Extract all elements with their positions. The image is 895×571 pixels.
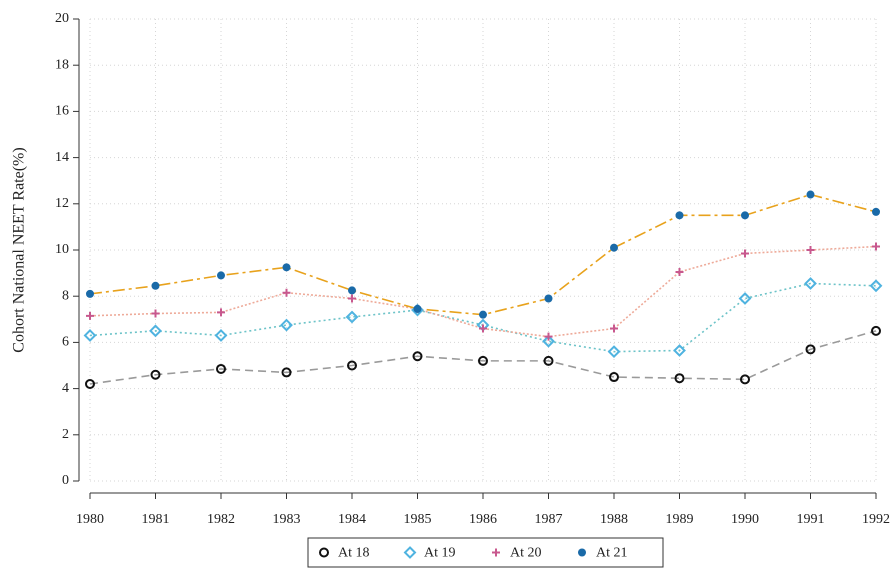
x-tick-label: 1989 <box>666 512 694 527</box>
y-tick-label: 8 <box>62 288 69 303</box>
marker <box>319 547 329 558</box>
marker <box>217 308 225 317</box>
legend-label: At 18 <box>338 546 370 561</box>
y-tick-label: 0 <box>62 473 69 488</box>
marker <box>869 279 883 293</box>
marker <box>741 249 749 258</box>
marker <box>609 372 619 383</box>
marker <box>673 344 686 357</box>
marker <box>872 242 880 251</box>
marker <box>544 294 553 303</box>
marker <box>403 546 417 559</box>
marker <box>280 318 293 332</box>
legend-label: At 19 <box>424 546 456 561</box>
marker <box>413 304 422 313</box>
marker <box>675 267 684 276</box>
marker <box>805 344 816 355</box>
marker <box>151 309 160 318</box>
marker <box>806 246 815 254</box>
marker <box>543 355 554 366</box>
marker <box>738 292 752 305</box>
legend: At 18 At 19 At 20 At 21 <box>307 537 664 568</box>
y-tick-label: 16 <box>55 104 69 119</box>
x-tick-label: 1984 <box>338 512 366 527</box>
marker <box>479 324 487 333</box>
marker <box>149 324 162 338</box>
marker <box>151 281 160 290</box>
marker <box>610 324 618 333</box>
marker <box>345 310 359 324</box>
marker <box>544 332 553 341</box>
y-tick-label: 4 <box>62 381 69 396</box>
marker <box>610 243 618 252</box>
marker <box>281 367 292 378</box>
y-tick-label: 6 <box>62 335 69 350</box>
x-tick-label: 1980 <box>76 512 104 527</box>
y-axis-label: Cohort National NEET Rate(%) <box>11 147 28 352</box>
y-tick-label: 20 <box>55 11 69 26</box>
marker <box>542 334 555 348</box>
marker <box>347 360 357 371</box>
y-tick-label: 14 <box>55 150 69 165</box>
marker <box>412 351 423 362</box>
legend-label: At 20 <box>510 546 542 561</box>
marker <box>86 311 94 320</box>
legend-box <box>307 537 664 568</box>
marker <box>214 329 228 342</box>
marker <box>741 211 749 220</box>
marker <box>674 373 685 384</box>
marker <box>217 271 225 280</box>
marker <box>478 355 488 366</box>
x-tick-label: 1987 <box>535 512 563 527</box>
marker <box>740 374 750 385</box>
x-tick-label: 1986 <box>469 512 497 527</box>
x-tick-label: 1992 <box>862 512 890 527</box>
marker <box>85 378 95 389</box>
marker <box>150 369 161 380</box>
marker <box>607 345 621 359</box>
marker <box>282 288 291 297</box>
x-tick-label: 1982 <box>207 512 235 527</box>
y-tick-label: 12 <box>55 196 69 211</box>
legend-label: At 21 <box>596 546 628 561</box>
x-tick-label: 1985 <box>404 512 432 527</box>
marker <box>492 548 500 557</box>
y-tick-label: 18 <box>55 57 69 72</box>
x-tick-label: 1988 <box>600 512 628 527</box>
marker <box>83 329 97 342</box>
marker <box>86 289 94 298</box>
marker <box>675 211 684 220</box>
x-tick-label: 1991 <box>797 512 825 527</box>
x-tick-label: 1981 <box>142 512 170 527</box>
series-line <box>89 330 877 385</box>
y-tick-label: 10 <box>55 242 69 257</box>
x-tick-label: 1990 <box>731 512 759 527</box>
x-tick-label: 1983 <box>273 512 301 527</box>
marker <box>348 294 356 303</box>
marker <box>216 363 226 374</box>
marker <box>804 277 817 290</box>
marker <box>578 548 586 557</box>
marker <box>479 310 487 319</box>
marker <box>282 263 291 272</box>
marker <box>871 325 881 336</box>
marker <box>872 207 880 216</box>
marker <box>348 286 356 295</box>
marker <box>806 190 815 199</box>
y-tick-label: 2 <box>62 427 69 442</box>
